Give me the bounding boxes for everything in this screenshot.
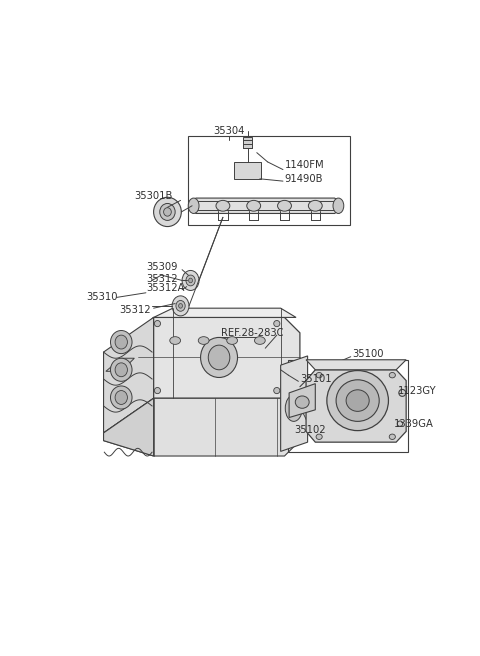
Polygon shape [192, 198, 341, 213]
Polygon shape [138, 318, 154, 398]
Ellipse shape [308, 200, 322, 211]
Ellipse shape [254, 337, 265, 344]
Polygon shape [104, 398, 154, 456]
Ellipse shape [179, 304, 182, 308]
Ellipse shape [115, 390, 127, 405]
Text: 1123GY: 1123GY [398, 386, 436, 396]
Text: 35310: 35310 [86, 293, 117, 302]
Ellipse shape [170, 337, 180, 344]
Ellipse shape [115, 363, 127, 377]
Text: 35100: 35100 [352, 350, 384, 359]
Ellipse shape [188, 198, 199, 213]
Polygon shape [104, 387, 300, 456]
Ellipse shape [208, 345, 230, 370]
Ellipse shape [247, 200, 261, 211]
Ellipse shape [182, 270, 199, 291]
Ellipse shape [227, 337, 238, 344]
Ellipse shape [110, 358, 132, 381]
Text: 35312A: 35312A [146, 283, 184, 293]
Ellipse shape [115, 335, 127, 349]
Bar [288, 359, 408, 452]
Ellipse shape [189, 278, 192, 283]
Ellipse shape [274, 388, 280, 394]
Ellipse shape [346, 390, 369, 411]
Ellipse shape [285, 395, 302, 421]
Ellipse shape [201, 337, 238, 377]
Ellipse shape [327, 371, 388, 430]
Text: 1140FM: 1140FM [285, 160, 324, 170]
Ellipse shape [333, 198, 344, 213]
Text: 35309: 35309 [146, 262, 178, 272]
Ellipse shape [176, 300, 185, 311]
Ellipse shape [155, 388, 160, 394]
Bar [188, 136, 350, 225]
Ellipse shape [389, 373, 396, 378]
Ellipse shape [316, 434, 322, 440]
Ellipse shape [389, 434, 396, 440]
Polygon shape [104, 318, 154, 433]
Ellipse shape [164, 208, 171, 216]
Text: 35101: 35101 [300, 374, 332, 384]
Text: 35304: 35304 [214, 126, 245, 136]
Polygon shape [289, 384, 315, 417]
Polygon shape [306, 370, 406, 442]
Ellipse shape [160, 203, 175, 220]
Ellipse shape [316, 373, 322, 378]
Polygon shape [154, 308, 296, 318]
Ellipse shape [399, 390, 406, 396]
Bar [243, 137, 252, 148]
Polygon shape [138, 318, 300, 398]
Text: 35312: 35312 [146, 274, 178, 284]
Text: 1339GA: 1339GA [394, 419, 434, 428]
Polygon shape [106, 358, 134, 371]
Ellipse shape [172, 296, 189, 316]
Ellipse shape [186, 275, 195, 286]
Ellipse shape [110, 386, 132, 409]
Polygon shape [306, 359, 406, 370]
Ellipse shape [274, 321, 280, 327]
Text: 35102: 35102 [295, 425, 326, 435]
Text: 35312: 35312 [119, 305, 151, 315]
Ellipse shape [295, 396, 309, 408]
Ellipse shape [216, 200, 230, 211]
Polygon shape [281, 356, 308, 451]
Ellipse shape [155, 321, 160, 327]
Ellipse shape [198, 337, 209, 344]
Ellipse shape [277, 200, 291, 211]
Ellipse shape [336, 380, 379, 421]
Text: 91490B: 91490B [285, 174, 323, 184]
Ellipse shape [397, 421, 403, 426]
Ellipse shape [154, 197, 181, 226]
Text: 35301B: 35301B [134, 191, 173, 201]
Ellipse shape [110, 331, 132, 354]
Text: REF.28-283C: REF.28-283C [221, 328, 284, 338]
Bar [234, 162, 262, 179]
